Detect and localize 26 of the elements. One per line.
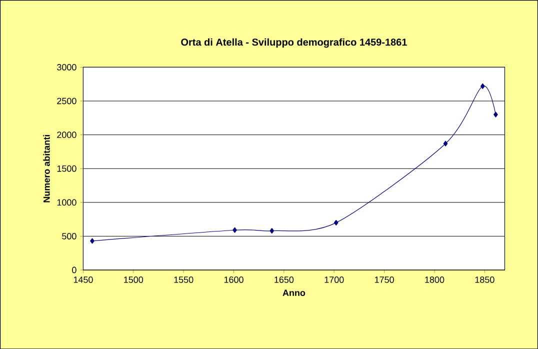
y-tick-label: 1500 — [57, 165, 76, 172]
y-tick-label: 3000 — [57, 64, 76, 70]
point — [270, 228, 274, 234]
x-tick-label: 1750 — [374, 276, 394, 283]
point — [494, 112, 498, 118]
y-tick-label: 0 — [72, 266, 76, 274]
y-axis-title: Numero abitanti — [43, 134, 50, 202]
point — [334, 220, 338, 226]
x-tick-label: 1850 — [475, 276, 494, 283]
point — [90, 238, 94, 244]
y-tick-label: 500 — [62, 232, 76, 240]
x-axis-title: Anno — [282, 290, 306, 296]
y-tick-label: 1000 — [57, 199, 76, 206]
point — [232, 227, 237, 233]
x-tick-label: 1550 — [174, 276, 194, 283]
x-tick-label: 1450 — [74, 276, 93, 283]
point — [443, 140, 448, 146]
point — [480, 83, 485, 89]
x-tick-label: 1600 — [224, 276, 244, 283]
x-tick-label: 1500 — [124, 276, 144, 283]
x-tick-label: 1650 — [274, 276, 294, 283]
y-tick-label: 2500 — [57, 98, 76, 104]
chart-title: Orta di Atella - Sviluppo demografico 1459-1861 — [181, 38, 407, 48]
x-tick-label: 1800 — [425, 276, 444, 283]
x-tick-label: 1700 — [324, 276, 344, 283]
y-tick-label: 2000 — [57, 132, 76, 138]
